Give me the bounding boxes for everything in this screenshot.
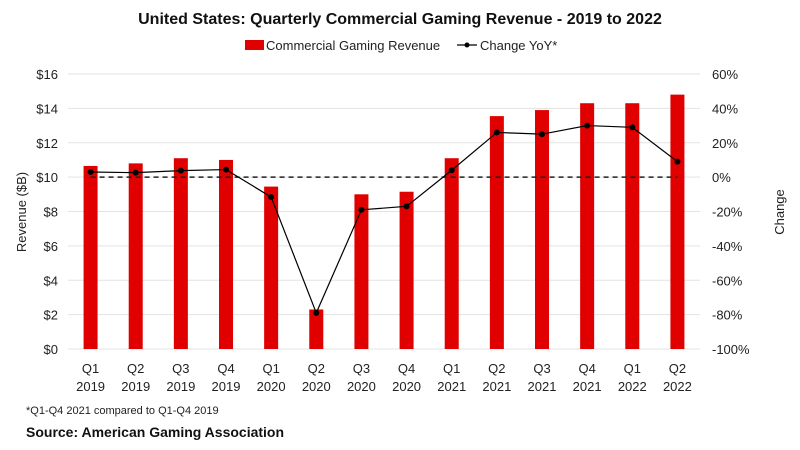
x-tick-quarter: Q2 [488, 361, 505, 376]
x-tick-year: 2021 [437, 379, 466, 394]
y-tick-left: $10 [36, 170, 58, 185]
x-tick-year: 2020 [347, 379, 376, 394]
y-tick-right: -40% [712, 239, 743, 254]
x-tick-quarter: Q4 [398, 361, 415, 376]
y-tick-right: 0% [712, 170, 731, 185]
x-tick-year: 2020 [392, 379, 421, 394]
y-tick-left: $6 [44, 239, 58, 254]
x-tick-year: 2022 [618, 379, 647, 394]
y-tick-left: $8 [44, 205, 58, 220]
source: Source: American Gaming Association [26, 424, 284, 440]
x-tick-quarter: Q3 [172, 361, 189, 376]
x-tick-quarter: Q1 [624, 361, 641, 376]
x-tick-year: 2019 [166, 379, 195, 394]
revenue-bar [264, 186, 279, 349]
revenue-bar [219, 159, 233, 349]
x-tick-year: 2020 [257, 379, 286, 394]
chart-title: United States: Quarterly Commercial Gami… [138, 11, 662, 28]
revenue-bar [489, 116, 504, 349]
gridlines [68, 73, 700, 350]
revenue-bar [128, 163, 143, 349]
y-tick-left: $16 [36, 67, 58, 82]
x-tick-quarter: Q2 [127, 361, 144, 376]
revenue-bar [535, 110, 549, 349]
x-tick-year: 2019 [212, 379, 241, 394]
x-tick-quarter: Q4 [217, 361, 234, 376]
change-point [493, 129, 500, 136]
x-tick-year: 2019 [76, 379, 105, 394]
footnote: *Q1-Q4 2021 compared to Q1-Q4 2019 [26, 405, 219, 417]
revenue-bar [444, 158, 459, 349]
y-tick-right: 60% [712, 67, 738, 82]
x-axis: Q1 2019 Q2 2019 Q3 2019 Q4 2019 Q1 2020 Q2 2020 Q3 20… [76, 361, 692, 394]
revenue-bar [173, 158, 188, 349]
y-tick-left: $0 [44, 342, 58, 357]
y-tick-right: -80% [712, 308, 743, 323]
x-tick-quarter: Q4 [578, 361, 595, 376]
x-tick-quarter: Q2 [669, 361, 686, 376]
y-tick-right: -20% [712, 205, 743, 220]
revenue-bar [670, 94, 685, 349]
y-tick-right: 40% [712, 101, 738, 116]
legend-swatch-revenue [245, 40, 264, 50]
change-point [403, 203, 410, 210]
y-axis-right: -100% -80% -60% -40% -20% 0% 20% 40% 60% [712, 67, 750, 357]
x-tick-year: 2022 [663, 379, 692, 394]
change-point [358, 206, 365, 213]
y-tick-right: -100% [712, 342, 750, 357]
change-point [674, 158, 681, 165]
revenue-bar [309, 309, 324, 349]
x-tick-quarter: Q1 [443, 361, 460, 376]
y-tick-right: 20% [712, 136, 738, 151]
x-tick-quarter: Q1 [82, 361, 99, 376]
change-polyline [90, 124, 678, 315]
y-tick-left: $12 [36, 136, 58, 151]
legend: Commercial Gaming Revenue Change YoY* [245, 38, 557, 53]
change-point [313, 309, 320, 316]
revenue-bar [354, 194, 369, 349]
x-tick-quarter: Q3 [533, 361, 550, 376]
y-axis-right-label: Change [772, 189, 787, 235]
y-tick-left: $2 [44, 308, 58, 323]
change-line [87, 122, 681, 316]
change-point [584, 122, 591, 129]
legend-marker-change [464, 42, 470, 48]
x-tick-year: 2020 [302, 379, 331, 394]
revenue-bars [83, 94, 685, 349]
legend-label-revenue: Commercial Gaming Revenue [266, 38, 440, 53]
x-tick-quarter: Q2 [308, 361, 325, 376]
y-tick-right: -60% [712, 273, 743, 288]
x-tick-year: 2019 [121, 379, 150, 394]
change-point [448, 167, 455, 174]
change-point [87, 168, 94, 175]
legend-label-change: Change YoY* [480, 38, 557, 53]
x-tick-quarter: Q3 [353, 361, 370, 376]
x-tick-year: 2021 [528, 379, 557, 394]
change-point [629, 124, 636, 131]
change-point [539, 131, 545, 138]
revenue-bar [580, 103, 595, 349]
y-axis-left: $0 $2 $4 $6 $8 $10 $12 $14 $16 [36, 67, 58, 357]
y-axis-left-label: Revenue ($B) [14, 172, 29, 252]
revenue-bar [399, 191, 414, 349]
revenue-bar [625, 103, 640, 349]
change-point [268, 194, 275, 201]
x-tick-year: 2021 [482, 379, 511, 394]
change-point [223, 166, 229, 173]
change-point [177, 167, 184, 174]
change-point [132, 169, 139, 176]
revenue-bar [83, 165, 98, 349]
x-tick-year: 2021 [573, 379, 602, 394]
y-tick-left: $14 [36, 101, 58, 116]
y-tick-left: $4 [44, 273, 58, 288]
x-tick-quarter: Q1 [262, 361, 279, 376]
